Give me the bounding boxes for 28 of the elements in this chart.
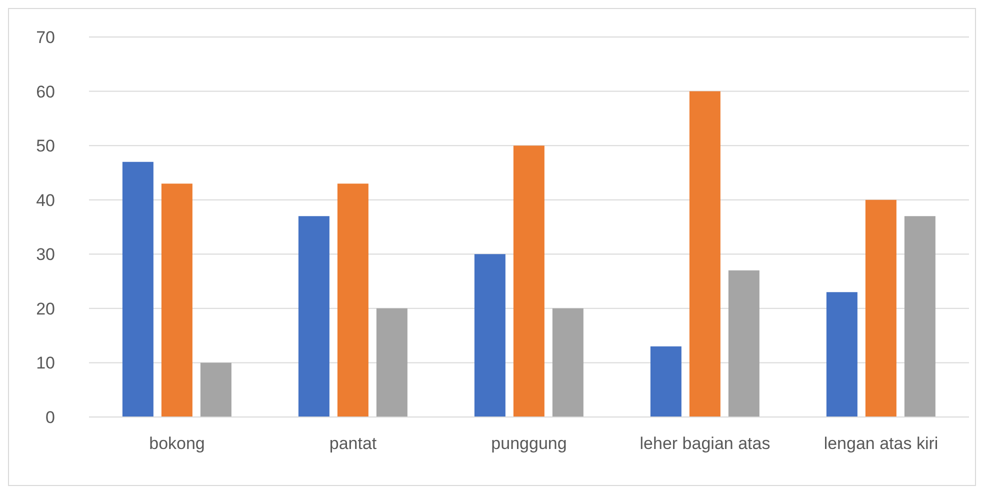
bar <box>122 162 154 417</box>
bar <box>513 146 544 417</box>
x-tick-label: bokong <box>149 434 205 454</box>
bar <box>161 184 192 417</box>
bar <box>826 292 858 417</box>
x-tick-label: pantat <box>329 434 377 454</box>
y-tick-label: 50 <box>36 136 55 156</box>
y-tick-label: 20 <box>36 299 55 318</box>
y-tick-label: 70 <box>36 28 55 48</box>
bar <box>689 91 720 417</box>
bar <box>552 308 584 417</box>
x-tick-label: punggung <box>491 434 567 454</box>
bar <box>865 200 896 417</box>
bar <box>376 308 408 417</box>
bar <box>474 254 506 417</box>
y-tick-label: 40 <box>36 190 55 210</box>
bar <box>650 346 682 417</box>
y-tick-label: 60 <box>36 82 55 102</box>
bar <box>298 216 330 417</box>
y-tick-label: 10 <box>36 354 55 373</box>
bar <box>904 216 936 417</box>
y-tick-label: 30 <box>36 245 55 264</box>
x-tick-label: lengan atas kiri <box>824 434 938 454</box>
x-tick-label: leher bagian atas <box>640 434 770 454</box>
y-tick-label: 0 <box>46 408 55 428</box>
bar <box>200 362 232 417</box>
bar <box>337 184 368 417</box>
bar <box>728 270 760 417</box>
